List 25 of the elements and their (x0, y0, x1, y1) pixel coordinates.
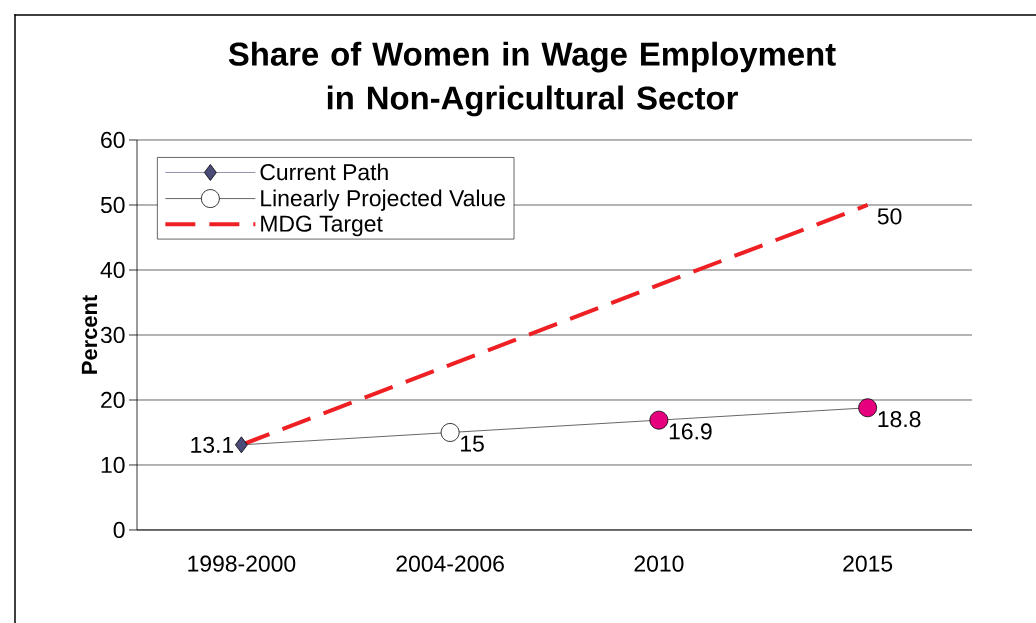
data-label: 50 (877, 208, 902, 225)
legend-label: MDG Target (261, 215, 383, 237)
y-tick-label: 40 (100, 261, 125, 279)
y-tick-label: 10 (101, 456, 125, 474)
chart-title: Share of Women in Wage Employment in Non-Agricultural Sector (228, 41, 836, 117)
y-axis-title: Percent (81, 295, 98, 374)
data-label: 18.8 (878, 410, 921, 428)
legend-label: Linearly Projected Value (261, 189, 505, 211)
legend-label: Current Path (260, 163, 388, 181)
x-tick-label: 2015 (843, 555, 893, 572)
point (440, 423, 460, 442)
x-tick-label: 1998-2000 (188, 555, 296, 572)
y-tick-label: 0 (113, 521, 125, 539)
x-tick-label: 2004-2006 (396, 555, 504, 572)
data-label: 13.1 (191, 436, 234, 453)
point (858, 398, 878, 418)
y-tick-label: 30 (100, 326, 125, 344)
y-tick-label: 50 (100, 196, 125, 214)
data-label: 16.9 (669, 423, 712, 440)
y-tick-label: 60 (101, 131, 125, 149)
y-tick-label: 20 (101, 391, 125, 409)
point (234, 436, 248, 454)
data-label: 15 (461, 435, 484, 452)
x-tick-label: 2010 (634, 555, 684, 572)
point (649, 410, 669, 430)
